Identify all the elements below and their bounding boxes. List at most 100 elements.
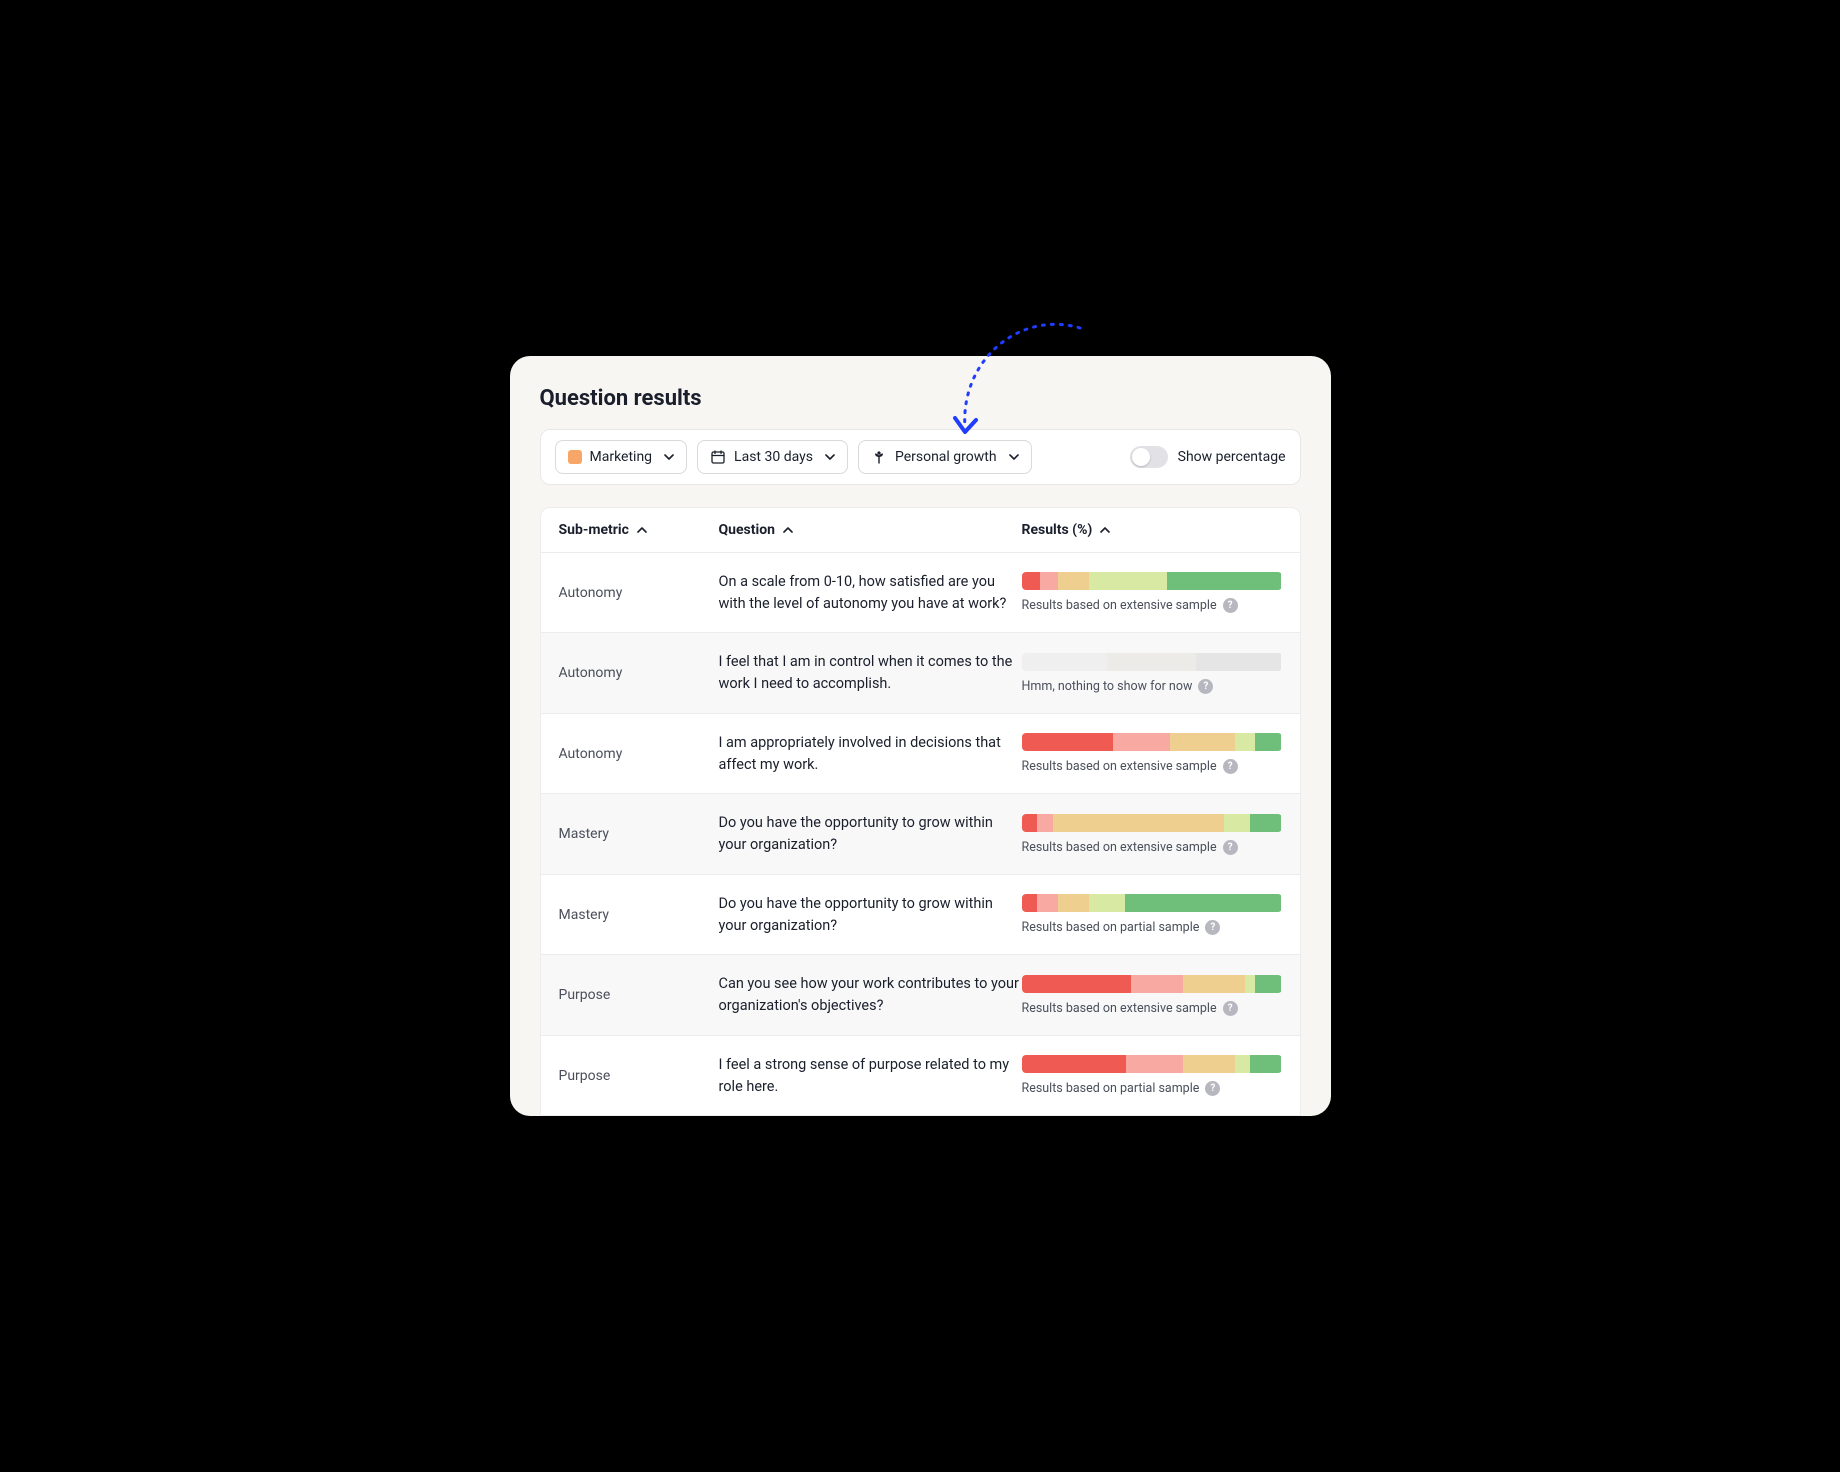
result-caption: Results based on extensive sample? (1022, 840, 1282, 855)
date-filter[interactable]: Last 30 days (697, 440, 848, 474)
bar-segment (1113, 733, 1170, 751)
question-cell: On a scale from 0-10, how satisfied are … (719, 571, 1022, 615)
bar-segment (1183, 1055, 1235, 1073)
bar-segment (1022, 975, 1131, 993)
sort-asc-icon (783, 525, 793, 535)
result-bar (1022, 733, 1282, 751)
result-caption: Results based on partial sample? (1022, 1081, 1282, 1096)
sub-metric-cell: Mastery (559, 826, 719, 842)
growth-icon (871, 449, 887, 465)
table-row: AutonomyOn a scale from 0-10, how satisf… (541, 553, 1300, 634)
results-cell: Results based on extensive sample? (1022, 572, 1282, 613)
team-swatch (568, 450, 582, 464)
calendar-icon (710, 449, 726, 465)
dimension-filter[interactable]: Personal growth (858, 440, 1032, 474)
bar-segment (1224, 814, 1250, 832)
sub-metric-cell: Purpose (559, 987, 719, 1003)
help-icon[interactable]: ? (1205, 1081, 1220, 1096)
bar-segment (1058, 894, 1089, 912)
question-cell: I feel a strong sense of purpose related… (719, 1054, 1022, 1098)
bar-segment (1107, 653, 1195, 671)
result-caption: Results based on extensive sample? (1022, 759, 1282, 774)
help-icon[interactable]: ? (1223, 1001, 1238, 1016)
team-filter[interactable]: Marketing (555, 440, 688, 474)
sub-metric-cell: Purpose (559, 1068, 719, 1084)
result-caption: Hmm, nothing to show for now? (1022, 679, 1282, 694)
bar-segment (1250, 1055, 1281, 1073)
bar-segment (1037, 894, 1058, 912)
bar-segment (1053, 814, 1225, 832)
bar-segment (1235, 1055, 1251, 1073)
bar-segment (1255, 733, 1281, 751)
result-caption: Results based on partial sample? (1022, 920, 1282, 935)
help-icon[interactable]: ? (1198, 679, 1213, 694)
result-caption: Results based on extensive sample? (1022, 598, 1282, 613)
date-filter-label: Last 30 days (734, 449, 813, 465)
result-bar (1022, 572, 1282, 590)
question-cell: I feel that I am in control when it come… (719, 651, 1022, 695)
results-cell: Results based on extensive sample? (1022, 733, 1282, 774)
chevron-down-icon (664, 452, 674, 462)
dimension-filter-label: Personal growth (895, 449, 997, 465)
results-cell: Results based on partial sample? (1022, 1055, 1282, 1096)
toggle-knob (1132, 448, 1150, 466)
sub-metric-cell: Mastery (559, 907, 719, 923)
help-icon[interactable]: ? (1223, 598, 1238, 613)
results-cell: Hmm, nothing to show for now? (1022, 653, 1282, 694)
bar-segment (1022, 814, 1038, 832)
col-question[interactable]: Question (719, 522, 1022, 538)
col-sub-metric[interactable]: Sub-metric (559, 522, 719, 538)
show-percentage-toggle[interactable] (1130, 446, 1168, 468)
bar-segment (1170, 733, 1235, 751)
bar-segment (1022, 1055, 1126, 1073)
sub-metric-cell: Autonomy (559, 585, 719, 601)
bar-segment (1183, 975, 1245, 993)
result-bar (1022, 975, 1282, 993)
bar-segment (1040, 572, 1058, 590)
table-row: PurposeI feel a strong sense of purpose … (541, 1036, 1300, 1116)
team-filter-label: Marketing (590, 449, 653, 465)
bar-segment (1196, 653, 1282, 671)
results-cell: Results based on partial sample? (1022, 894, 1282, 935)
bar-segment (1037, 814, 1053, 832)
help-icon[interactable]: ? (1205, 920, 1220, 935)
result-bar (1022, 1055, 1282, 1073)
result-bar (1022, 653, 1282, 671)
sort-asc-icon (637, 525, 647, 535)
filter-bar: Marketing Last 30 days Personal growth (540, 429, 1301, 485)
sub-metric-cell: Autonomy (559, 665, 719, 681)
show-percentage-label: Show percentage (1178, 449, 1286, 465)
show-percentage-toggle-group: Show percentage (1130, 446, 1286, 468)
results-cell: Results based on extensive sample? (1022, 975, 1282, 1016)
bar-segment (1058, 572, 1089, 590)
bar-segment (1022, 733, 1113, 751)
results-table: Sub-metric Question Results (%) Autonomy… (540, 507, 1301, 1117)
bar-segment (1245, 975, 1255, 993)
question-cell: Can you see how your work contributes to… (719, 973, 1022, 1017)
bar-segment (1022, 653, 1108, 671)
bar-segment (1126, 1055, 1183, 1073)
bar-segment (1167, 572, 1281, 590)
table-header: Sub-metric Question Results (%) (541, 508, 1300, 553)
bar-segment (1022, 894, 1038, 912)
chevron-down-icon (1009, 452, 1019, 462)
table-row: AutonomyI feel that I am in control when… (541, 633, 1300, 714)
bar-segment (1250, 814, 1281, 832)
bar-segment (1235, 733, 1256, 751)
bar-segment (1022, 572, 1040, 590)
result-bar (1022, 894, 1282, 912)
table-row: MasteryDo you have the opportunity to gr… (541, 875, 1300, 956)
question-cell: Do you have the opportunity to grow with… (719, 893, 1022, 937)
help-icon[interactable]: ? (1223, 840, 1238, 855)
table-row: AutonomyI am appropriately involved in d… (541, 714, 1300, 795)
col-results[interactable]: Results (%) (1022, 522, 1282, 538)
page-title: Question results (540, 386, 1301, 411)
help-icon[interactable]: ? (1223, 759, 1238, 774)
bar-segment (1125, 894, 1281, 912)
table-row: PurposeCan you see how your work contrib… (541, 955, 1300, 1036)
question-cell: I am appropriately involved in decisions… (719, 732, 1022, 776)
bar-segment (1089, 894, 1125, 912)
result-caption: Results based on extensive sample? (1022, 1001, 1282, 1016)
results-cell: Results based on extensive sample? (1022, 814, 1282, 855)
result-bar (1022, 814, 1282, 832)
